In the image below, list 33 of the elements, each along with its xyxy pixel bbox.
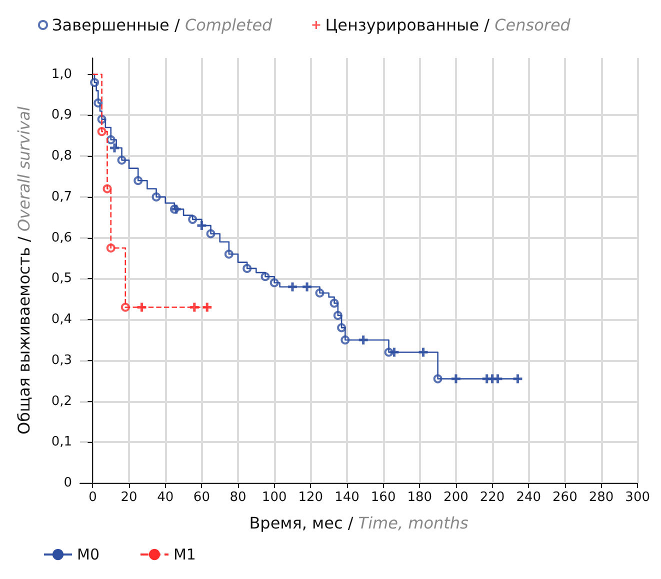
x-tick-label: 260 <box>552 490 578 505</box>
y-tick-label: 0,7 <box>51 189 72 204</box>
x-tick-label: 300 <box>625 490 650 505</box>
y-tick-label: 0,1 <box>51 434 72 450</box>
x-axis-title: Время, мес / Time, months <box>249 514 468 532</box>
y-tick-label: 0,8 <box>51 148 72 164</box>
x-tick-label: 120 <box>298 490 324 505</box>
y-axis-title: Общая выживаемость / Overall survival <box>14 106 34 434</box>
x-tick-label: 180 <box>407 490 432 505</box>
legend-label: Цензурированные / Censored <box>325 16 572 34</box>
x-tick-label: 140 <box>334 490 360 505</box>
x-tick-label: 20 <box>120 490 138 505</box>
y-tick-label: 1,0 <box>51 66 72 82</box>
legend-label: M1 <box>173 546 196 564</box>
x-tick-label: 60 <box>193 490 210 505</box>
x-tick-label: 240 <box>516 490 542 505</box>
x-tick-label: 100 <box>262 490 287 505</box>
x-tick-label: 200 <box>444 490 468 505</box>
x-tick-label: 80 <box>230 490 246 505</box>
x-tick-label: 280 <box>588 490 614 505</box>
y-tick-label: 0,9 <box>51 108 72 123</box>
x-tick-label: 40 <box>157 490 174 505</box>
y-tick-label: 0,5 <box>51 271 72 286</box>
legend-label: Завершенные / Completed <box>52 16 274 34</box>
x-tick-label: 160 <box>370 490 396 505</box>
x-tick-label: 0 <box>88 490 97 505</box>
y-tick-label: 0,6 <box>51 230 72 246</box>
y-tick-label: 0,3 <box>51 352 72 368</box>
y-tick-label: 0,4 <box>51 312 72 328</box>
y-tick-label: 0,2 <box>51 394 72 409</box>
legend-label: M0 <box>77 546 100 564</box>
x-tick-label: 220 <box>480 490 505 505</box>
y-tick-label: 0 <box>64 476 72 490</box>
